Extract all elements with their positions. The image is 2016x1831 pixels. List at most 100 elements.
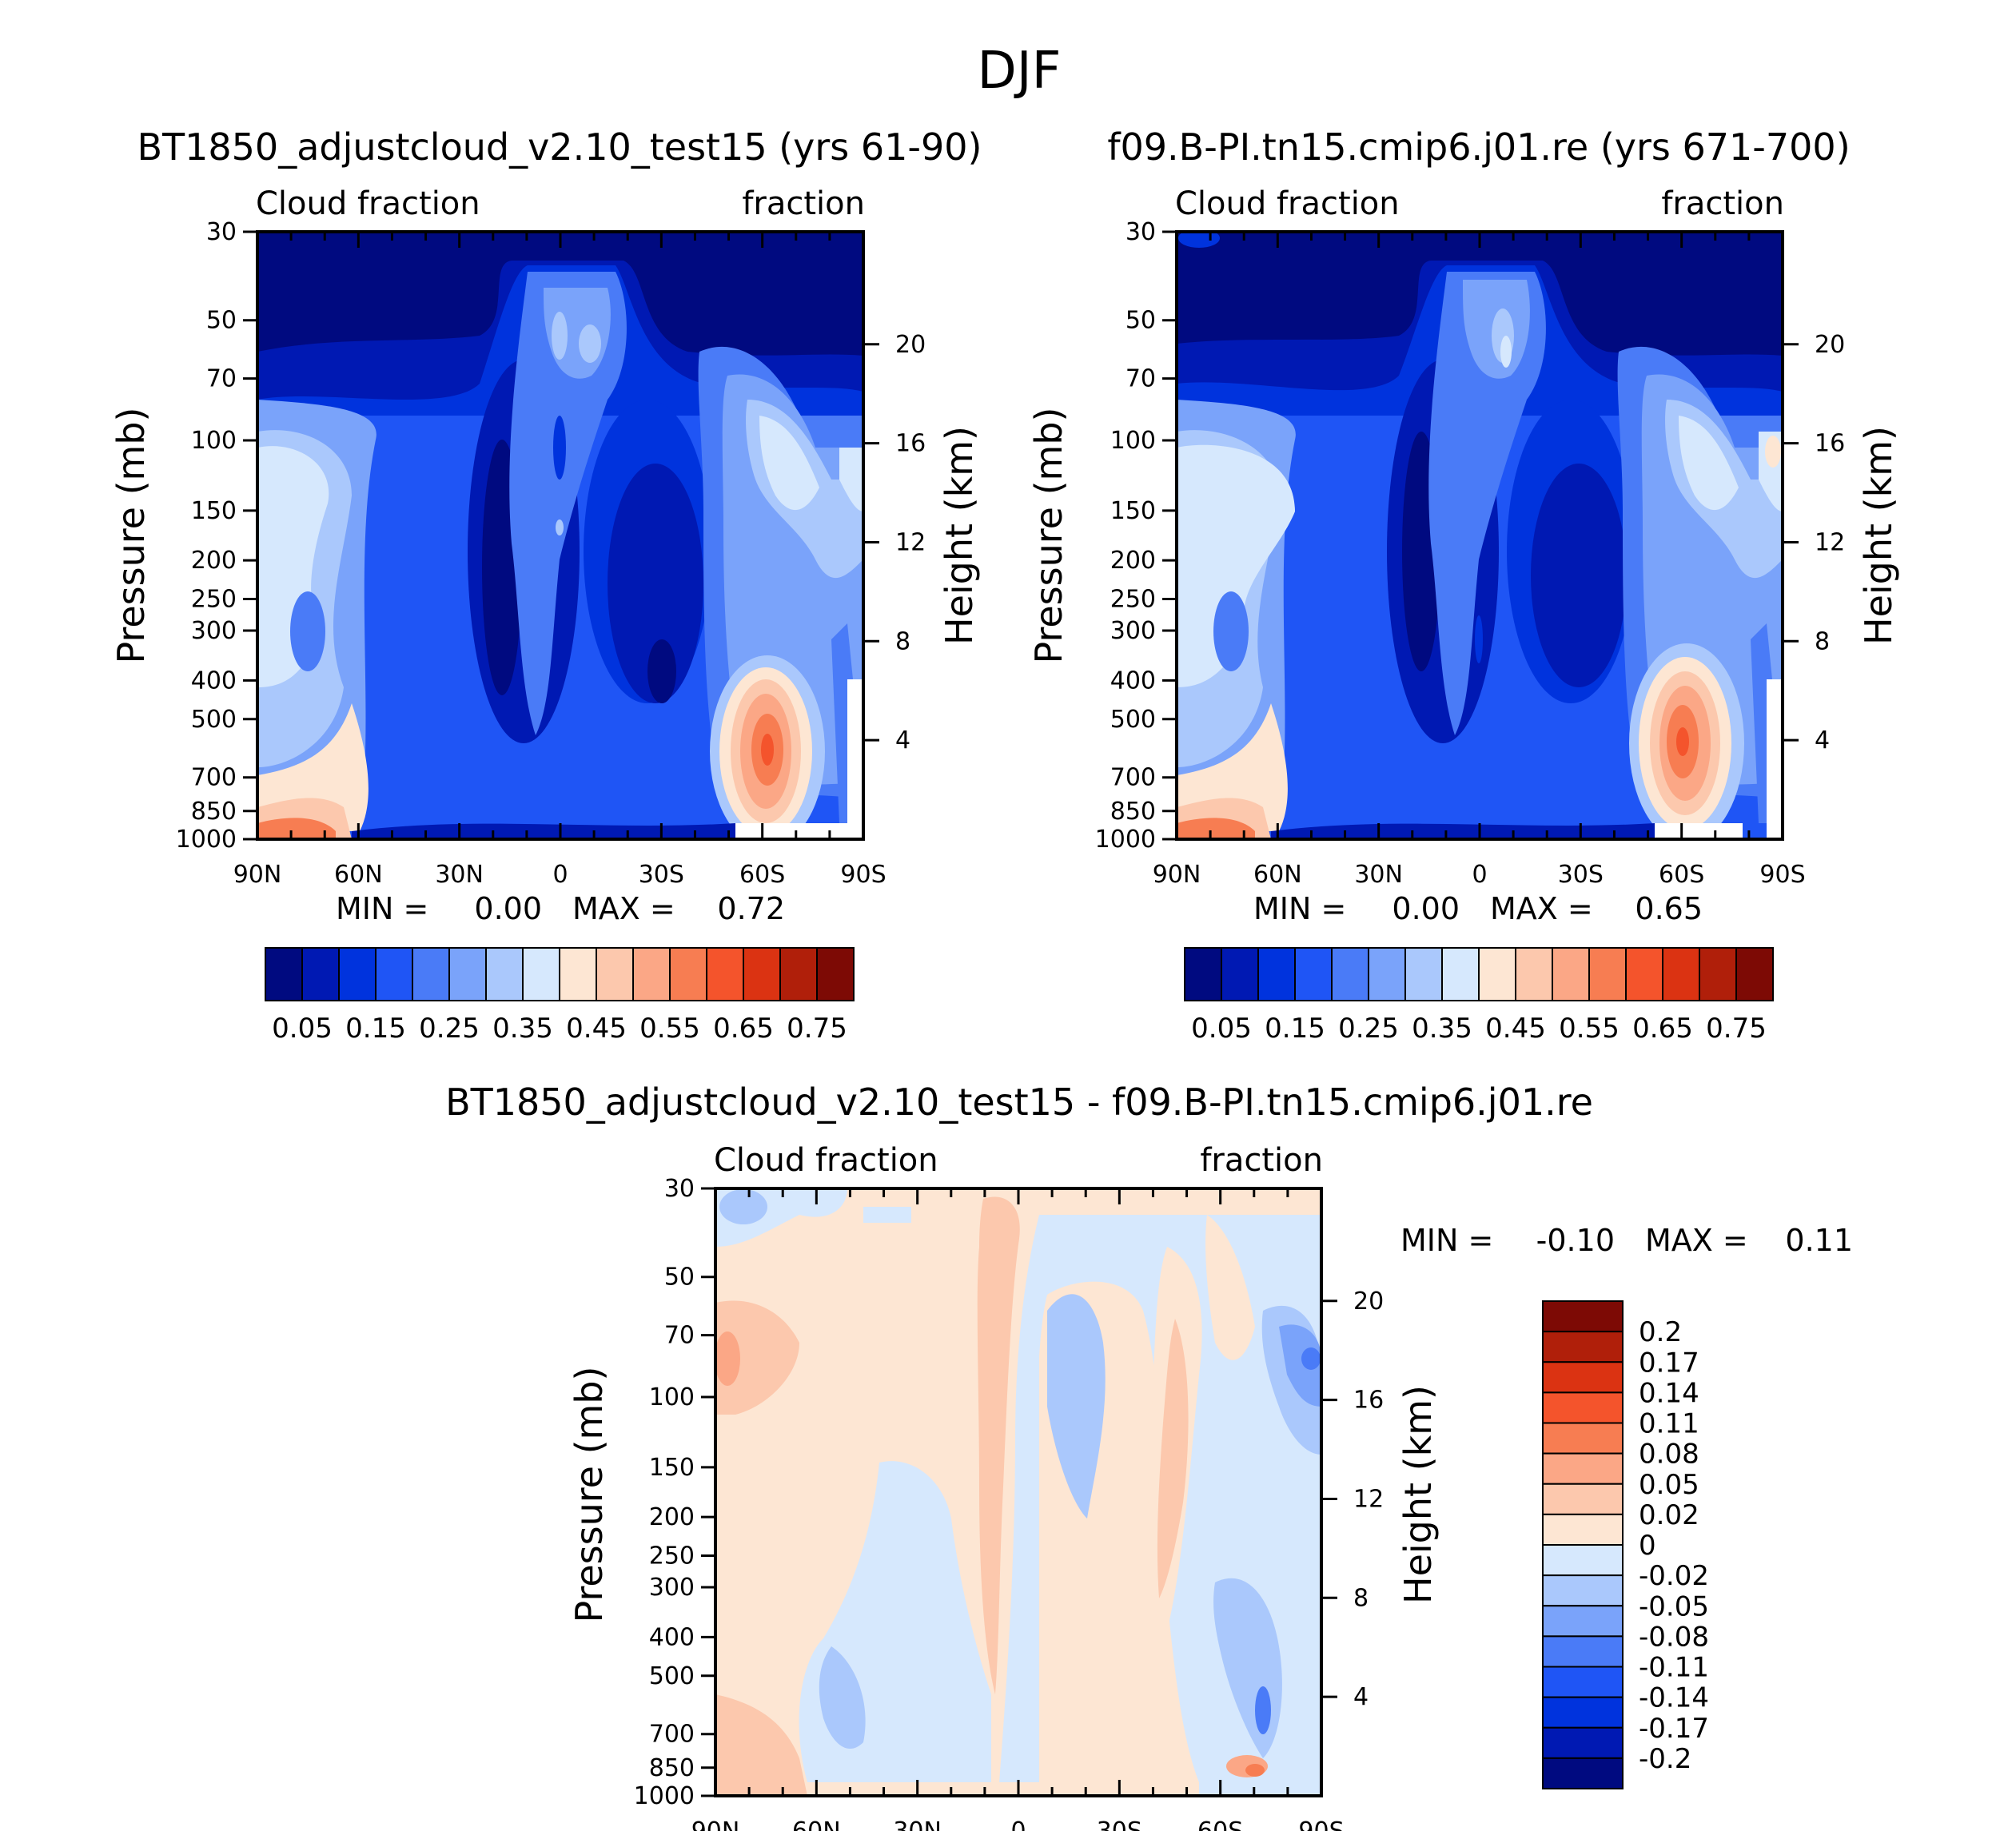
colorbar-swatch <box>1294 947 1333 1001</box>
x-tick-label: 60N <box>1253 861 1302 889</box>
contour-band <box>608 464 703 703</box>
colorbar-swatch <box>669 947 707 1001</box>
y-axis-label: Pressure (mb) <box>110 408 153 664</box>
contour-band <box>863 1207 911 1223</box>
y-tick-label: 70 <box>1126 365 1156 393</box>
colorbar-label: 0.15 <box>345 1013 406 1045</box>
panel-title: f09.B-PI.tn15.cmip6.j01.re (yrs 671-700) <box>1107 125 1850 169</box>
colorbar-label: -0.02 <box>1639 1560 1709 1592</box>
contour-band <box>999 1215 1039 1782</box>
contour-band <box>1157 1319 1189 1598</box>
colorbar-swatch <box>1735 947 1774 1001</box>
colorbar-label: 0.08 <box>1639 1439 1699 1471</box>
contour-band <box>552 312 568 360</box>
height-tick-label: 4 <box>1353 1683 1369 1711</box>
y-tick-label: 400 <box>191 667 237 695</box>
y-tick-label: 100 <box>1110 427 1156 455</box>
colorbar-label: 0.05 <box>1639 1469 1699 1501</box>
colorbar-label: -0.2 <box>1639 1743 1691 1775</box>
colorbar-swatch <box>1542 1361 1624 1394</box>
colorbar: 0.05 0.15 0.25 0.35 0.45 0.55 0.65 0.75 <box>1184 947 1774 1045</box>
y-tick-label: 300 <box>191 617 237 645</box>
contour-band <box>579 324 601 363</box>
contour-band <box>509 272 627 735</box>
colorbar-swatch <box>1542 1605 1624 1638</box>
y-tick-label: 30 <box>1126 218 1156 246</box>
colorbar-swatch <box>1552 947 1590 1001</box>
colorbar-swatch <box>1184 947 1222 1001</box>
colorbar-swatch <box>1542 1757 1624 1789</box>
contour-band <box>257 703 369 831</box>
height-axis: 20 16 12 8 4 <box>1783 331 1845 754</box>
y-tick-label: 200 <box>191 547 237 575</box>
contour-band <box>553 416 566 480</box>
colorbar-swatch <box>1588 947 1627 1001</box>
y-tick-label: 1000 <box>1095 826 1156 854</box>
height-tick-label: 16 <box>1815 430 1845 458</box>
max-label: MAX = <box>1645 1223 1748 1258</box>
contour-band <box>847 679 863 839</box>
y-tick-label: 850 <box>1110 798 1156 826</box>
y-tick-label: 400 <box>1110 667 1156 695</box>
colorbar: 0.05 0.15 0.25 0.35 0.45 0.55 0.65 0.75 <box>265 947 855 1045</box>
y-tick-label: 150 <box>1110 497 1156 525</box>
colorbar-label: -0.14 <box>1639 1682 1709 1714</box>
height-tick-label: 12 <box>895 528 926 556</box>
colorbar-label: 0.55 <box>639 1013 700 1045</box>
y-tick-label: 250 <box>191 586 237 614</box>
x-tick-label: 90N <box>691 1817 740 1831</box>
contour-band <box>1655 823 1743 839</box>
y-tick-label: 200 <box>649 1503 695 1531</box>
y-tick-label: 100 <box>649 1383 695 1411</box>
y-tick-label: 150 <box>191 497 237 525</box>
panel-title: BT1850_adjustcloud_v2.10_test15 (yrs 61-… <box>137 125 982 169</box>
colorbar-swatch <box>338 947 377 1001</box>
contour-band <box>977 1196 1020 1694</box>
contour-field <box>715 1188 1321 1796</box>
height-tick-label: 12 <box>1353 1485 1384 1513</box>
colorbar-swatch <box>301 947 340 1001</box>
colorbar-swatch <box>1221 947 1259 1001</box>
colorbar-swatch <box>485 947 524 1001</box>
contour-band <box>1047 1294 1106 1519</box>
x-tick-label: 30N <box>435 861 484 889</box>
colorbar-label: 0.17 <box>1639 1347 1699 1379</box>
contour-band <box>719 1189 767 1224</box>
contour-band <box>715 1694 807 1796</box>
y-tick-label: 50 <box>664 1264 695 1292</box>
y-axis-label: Pressure (mb) <box>1027 408 1070 664</box>
colorbar-swatch <box>1331 947 1369 1001</box>
y-tick-label: 200 <box>1110 547 1156 575</box>
panel-difference: BT1850_adjustcloud_v2.10_test15 - f09.B-… <box>445 1081 1853 1831</box>
colorbar-label: 0.45 <box>566 1013 627 1045</box>
height-tick-label: 16 <box>895 430 926 458</box>
min-label: MIN = <box>1400 1223 1493 1258</box>
colorbar-label: 0.45 <box>1485 1013 1546 1045</box>
height-tick-label: 8 <box>1353 1584 1369 1612</box>
colorbar-swatch <box>1542 1483 1624 1515</box>
y-tick-label: 250 <box>1110 586 1156 614</box>
x-axis: 90N 60N 30N 0 30S 60S 90S <box>1153 232 1806 889</box>
colorbar-swatch <box>1625 947 1663 1001</box>
contour-band <box>761 734 774 766</box>
colorbar-swatch <box>632 947 671 1001</box>
height-tick-label: 4 <box>895 726 910 754</box>
contour-band <box>290 591 325 671</box>
y-tick-label: 30 <box>664 1175 695 1203</box>
x-tick-label: 90N <box>1153 861 1201 889</box>
colorbar-swatch <box>265 947 303 1001</box>
colorbar-label: 0.65 <box>713 1013 774 1045</box>
contour-band <box>819 1646 866 1749</box>
colorbar-swatch <box>1542 1726 1624 1759</box>
y-tick-label: 50 <box>1126 307 1156 335</box>
colorbar-label: 0.05 <box>1191 1013 1252 1045</box>
colorbar-swatch <box>1542 1574 1624 1607</box>
contour-field <box>257 232 863 839</box>
colorbar-label: 0.05 <box>272 1013 333 1045</box>
contour-band <box>647 639 676 703</box>
colorbar-swatch <box>706 947 744 1001</box>
contour-band <box>839 448 863 511</box>
colorbar-label: 0 <box>1639 1530 1656 1562</box>
